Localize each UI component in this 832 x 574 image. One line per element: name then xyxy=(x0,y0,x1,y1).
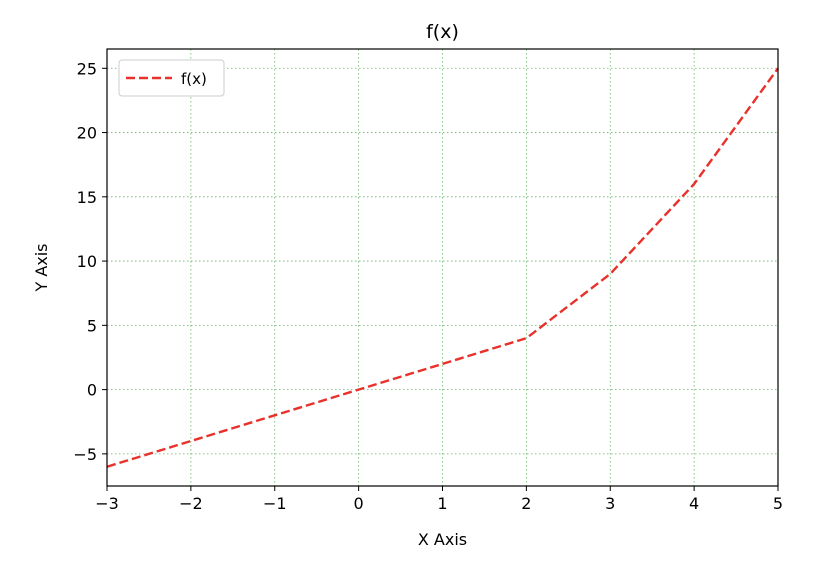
y-tick-label: 20 xyxy=(77,124,97,143)
series-line xyxy=(106,67,779,468)
y-tick-label: 15 xyxy=(77,188,97,207)
plot-frame xyxy=(106,48,779,487)
chart-title: f(x) xyxy=(426,21,459,43)
x-tick-label: −3 xyxy=(95,494,119,513)
x-tick-label: −2 xyxy=(179,494,203,513)
x-tick-label: 2 xyxy=(521,494,531,513)
y-axis-label: Y Axis xyxy=(32,243,51,292)
y-tick-label: 10 xyxy=(77,252,97,271)
y-tick-label: 25 xyxy=(77,59,97,78)
y-tick-label: −5 xyxy=(73,445,97,464)
x-axis-ticks: −3 −2 −1 0 1 2 3 4 5 xyxy=(95,486,783,513)
y-axis-ticks: −5 0 5 10 15 20 25 xyxy=(73,59,107,464)
legend-label: f(x) xyxy=(181,70,207,88)
x-tick-label: 5 xyxy=(773,494,783,513)
x-tick-label: 4 xyxy=(689,494,699,513)
x-axis-label: X Axis xyxy=(418,530,467,549)
x-tick-label: 1 xyxy=(437,494,447,513)
legend: f(x) xyxy=(118,59,225,97)
x-tick-label: 3 xyxy=(605,494,615,513)
y-tick-label: 5 xyxy=(87,316,97,335)
series-layer xyxy=(106,67,779,468)
grid xyxy=(106,49,779,486)
x-tick-label: 0 xyxy=(354,494,364,513)
y-tick-label: 0 xyxy=(87,381,97,400)
x-tick-label: −1 xyxy=(263,494,287,513)
